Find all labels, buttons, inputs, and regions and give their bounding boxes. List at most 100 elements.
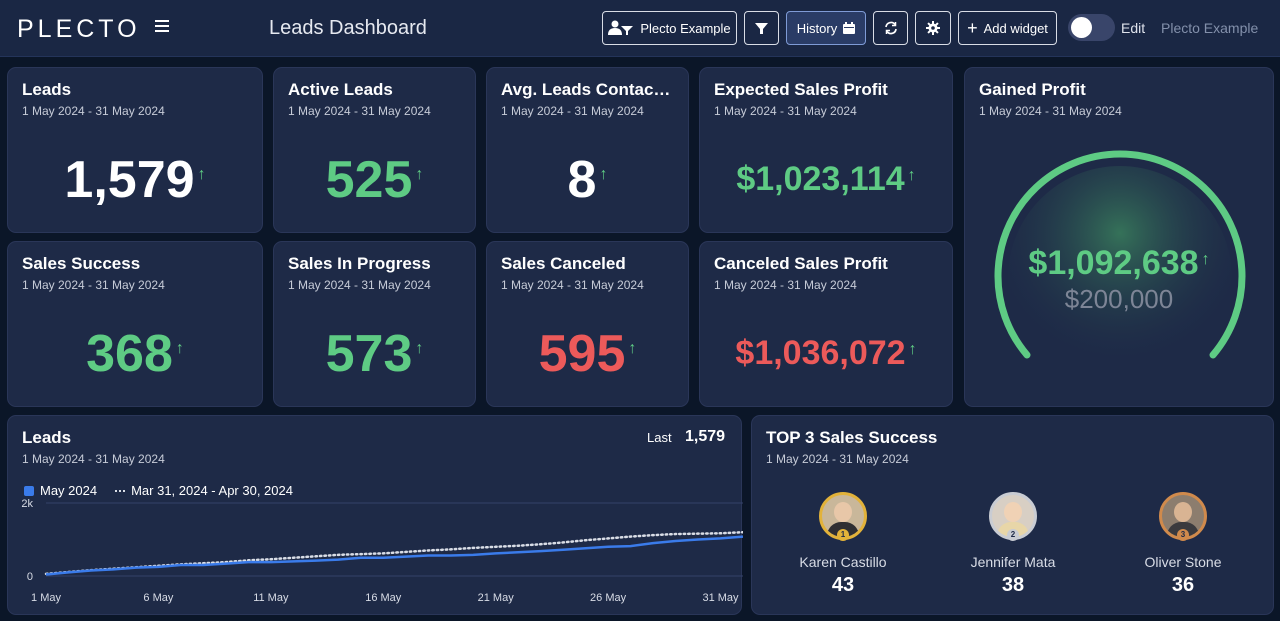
widget-title: Leads (22, 80, 72, 99)
person-name: Oliver Stone (1144, 554, 1222, 570)
history-label: History (796, 20, 838, 36)
leaderboard-entry[interactable]: 3 Oliver Stone 36 (1108, 492, 1258, 597)
leaderboard-entry[interactable]: 2 Jennifer Mata 38 (938, 492, 1088, 597)
widget-value: 1,579 ↑ (8, 150, 262, 210)
trend-up-icon: ↑ (907, 167, 916, 184)
gauge-arc (994, 150, 1246, 359)
gauge-target: $200,000 (1064, 284, 1174, 314)
filter-button[interactable] (744, 11, 779, 45)
value-text: 8 (567, 151, 597, 209)
value-text: 595 (538, 325, 626, 383)
account-name[interactable]: Plecto Example (1161, 20, 1259, 36)
gauge-chart (994, 150, 1246, 390)
widget-title: Sales Success (22, 254, 141, 273)
x-tick-label: 21 May (478, 592, 515, 604)
widget-value: 595 ↑ (487, 324, 688, 384)
trend-up-icon: ↑ (197, 166, 206, 183)
widget-date: 1 May 2024 - 31 May 2024 (288, 104, 431, 118)
widget-title: Expected Sales Profit (714, 80, 888, 99)
value-text: $1,036,072 (735, 334, 906, 372)
chart-legend: May 2024 Mar 31, 2024 - Apr 30, 2024 (24, 483, 293, 498)
leaderboard-entry[interactable]: 1 Karen Castillo 43 (768, 492, 918, 597)
plecto-logo[interactable]: PLECTO (17, 15, 141, 43)
rank-badge: 3 (1177, 529, 1189, 541)
refresh-button[interactable] (873, 11, 908, 45)
widget-value: 573 ↑ (274, 324, 475, 384)
widget-sales-success[interactable]: Sales Success 1 May 2024 - 31 May 2024 3… (7, 241, 263, 407)
widget-leads[interactable]: Leads 1 May 2024 - 31 May 2024 1,579 ↑ (7, 67, 263, 233)
widget-active-leads[interactable]: Active Leads 1 May 2024 - 31 May 2024 52… (273, 67, 476, 233)
widget-value: 8 ↑ (487, 150, 688, 210)
trend-up-icon: ↑ (599, 166, 608, 183)
widget-value: $1,023,114 ↑ (700, 160, 952, 199)
person-value: 43 (831, 574, 855, 596)
widget-value: 368 ↑ (8, 324, 262, 384)
avatar (989, 492, 1037, 540)
widget-value: $1,036,072 ↑ (700, 334, 952, 373)
dashboard-title: Leads Dashboard (269, 17, 427, 39)
value-text: $1,023,114 (736, 160, 905, 198)
value-text: $1,092,638 (1028, 244, 1199, 282)
y-tick-label: 0 (27, 571, 33, 583)
x-tick-label: 11 May (253, 592, 289, 604)
leads-line-chart: 2k 0 1 May 6 May 11 May 16 May 21 May 26 May 31 … (21, 498, 743, 604)
widget-avg-leads-contact[interactable]: Avg. Leads Contact ... 1 May 2024 - 31 M… (486, 67, 689, 233)
widget-date: 1 May 2024 - 31 May 2024 (22, 104, 165, 118)
widget-date: 1 May 2024 - 31 May 2024 (766, 452, 909, 466)
calendar-icon (843, 22, 856, 34)
trend-up-icon: ↑ (415, 340, 424, 357)
refresh-icon (884, 21, 897, 35)
widget-gained-profit[interactable]: Gained Profit 1 May 2024 - 31 May 2024 $… (964, 67, 1274, 407)
x-tick-label: 6 May (143, 592, 173, 604)
widget-date: 1 May 2024 - 31 May 2024 (714, 278, 857, 292)
rank-badge: 2 (1007, 529, 1019, 541)
widget-sales-in-progress[interactable]: Sales In Progress 1 May 2024 - 31 May 20… (273, 241, 476, 407)
x-tick-label: 16 May (365, 592, 402, 604)
last-value: 1,579 (685, 428, 726, 445)
legend-swatch-previous (115, 489, 126, 492)
widget-title: TOP 3 Sales Success (766, 428, 938, 447)
add-widget-button[interactable]: + Add widget (958, 11, 1057, 45)
edit-label: Edit (1121, 20, 1146, 36)
edit-toggle[interactable] (1068, 14, 1115, 41)
widget-sales-canceled[interactable]: Sales Canceled 1 May 2024 - 31 May 2024 … (486, 241, 689, 407)
trend-up-icon: ↑ (1201, 251, 1210, 268)
widget-title: Active Leads (288, 80, 393, 99)
series-line-current (45, 535, 743, 576)
widget-canceled-sales-profit[interactable]: Canceled Sales Profit 1 May 2024 - 31 Ma… (699, 241, 953, 407)
value-text: 525 (325, 151, 413, 209)
widget-title: Avg. Leads Contact ... (501, 80, 676, 99)
legend-swatch-current (24, 485, 34, 496)
history-button[interactable]: History (786, 11, 866, 45)
person-value: 38 (1001, 574, 1025, 596)
plus-icon: + (967, 18, 978, 38)
widget-leads-chart[interactable]: Leads 1 May 2024 - 31 May 2024 Last 1,57… (7, 415, 743, 615)
widget-value: 525 ↑ (274, 150, 475, 210)
menu-icon[interactable] (155, 20, 169, 34)
value-text: 573 (325, 325, 413, 383)
widget-expected-sales-profit[interactable]: Expected Sales Profit 1 May 2024 - 31 Ma… (699, 67, 953, 233)
widget-date: 1 May 2024 - 31 May 2024 (979, 104, 1122, 118)
filter-icon (755, 22, 768, 34)
legend-current-label[interactable]: May 2024 (40, 483, 98, 498)
value-text: 1,579 (64, 151, 195, 209)
trend-up-icon: ↑ (628, 340, 637, 357)
widget-date: 1 May 2024 - 31 May 2024 (22, 278, 165, 292)
legend-previous-label[interactable]: Mar 31, 2024 - Apr 30, 2024 (131, 483, 293, 498)
x-tick-label: 31 May (702, 592, 739, 604)
trend-up-icon: ↑ (175, 340, 184, 357)
user-filter-button[interactable]: Plecto Example (602, 11, 737, 45)
person-name: Jennifer Mata (970, 554, 1056, 570)
add-widget-label: Add widget (983, 20, 1048, 36)
y-tick-label: 2k (21, 498, 33, 510)
rank-badge: 1 (837, 529, 849, 541)
trend-up-icon: ↑ (908, 341, 917, 358)
widget-date: 1 May 2024 - 31 May 2024 (22, 452, 165, 466)
value-text: 368 (86, 325, 173, 383)
widget-date: 1 May 2024 - 31 May 2024 (714, 104, 857, 118)
settings-button[interactable] (915, 11, 951, 45)
person-name: Karen Castillo (799, 554, 887, 570)
x-tick-label: 1 May (31, 592, 61, 604)
widget-top3-sales-success[interactable]: TOP 3 Sales Success 1 May 2024 - 31 May … (751, 415, 1274, 615)
widget-date: 1 May 2024 - 31 May 2024 (288, 278, 431, 292)
